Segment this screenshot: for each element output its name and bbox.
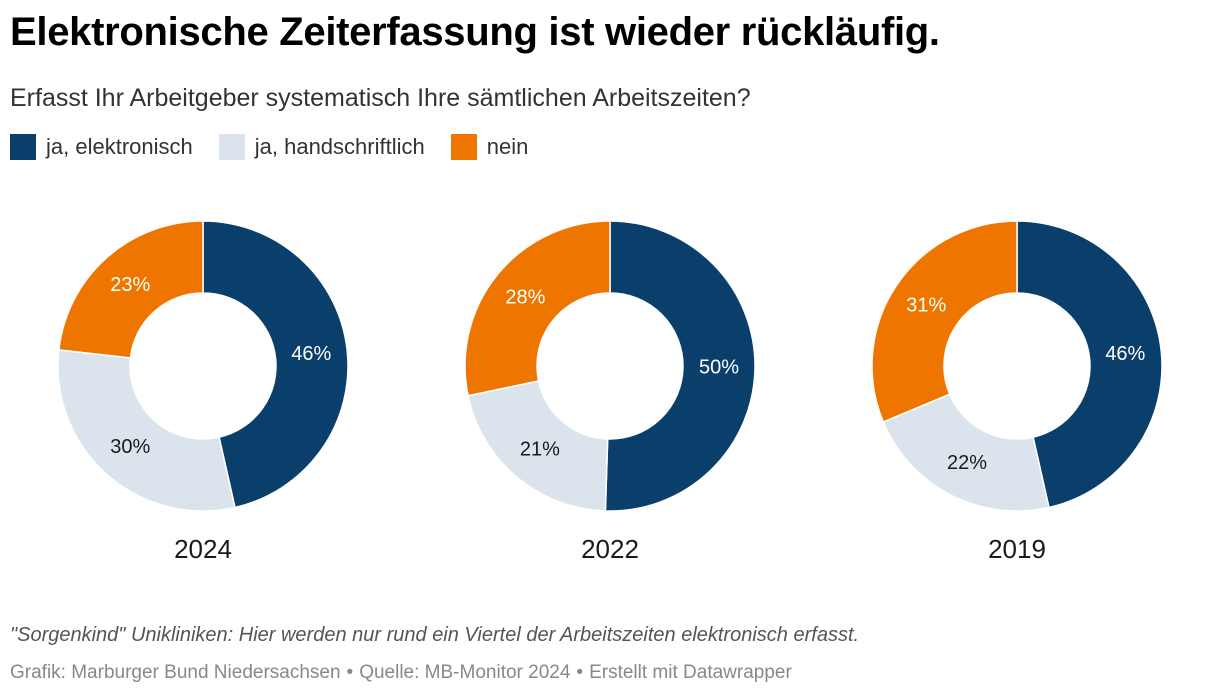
donut-2024-label-elektronisch: 46%: [291, 343, 331, 365]
donut-2024-label-handschriftlich: 30%: [110, 436, 150, 458]
footer-tool: Erstellt mit Datawrapper: [589, 662, 792, 683]
donut-2019-slice-nein: [871, 220, 1018, 424]
donut-2024-year-label: 2024: [174, 534, 232, 564]
legend-label-elektronisch: ja, elektronisch: [46, 134, 193, 159]
legend: ja, elektronisch ja, handschriftlich nei…: [10, 134, 554, 160]
donut-2024-label-nein: 23%: [110, 274, 150, 296]
donut-2019-year-label: 2019: [988, 534, 1046, 564]
donut-2019-slice-handschriftlich: [882, 393, 1050, 512]
chart-title: Elektronische Zeiterfassung ist wieder r…: [10, 10, 940, 54]
legend-swatch-handschriftlich: [218, 134, 245, 160]
donut-2022-slice-handschriftlich: [467, 380, 609, 512]
donut-2024-slice-elektronisch: [202, 220, 349, 509]
donut-2022-label-elektronisch: 50%: [699, 357, 739, 379]
legend-swatch-nein: [450, 134, 477, 160]
donut-2022-slice-nein: [464, 220, 611, 397]
legend-label-handschriftlich: ja, handschriftlich: [254, 134, 425, 159]
donut-2019-label-elektronisch: 46%: [1105, 343, 1145, 365]
donut-2022-slice-elektronisch: [604, 220, 756, 512]
donut-2022-label-handschriftlich: 21%: [520, 438, 560, 460]
footer-quelle: Quelle: MB-Monitor 2024: [359, 662, 571, 683]
chart-footer: Grafik: Marburger Bund Niedersachsen • Que…: [10, 662, 792, 684]
legend-item-handschriftlich: ja, handschriftlich: [218, 134, 425, 160]
donut-2019-slice-elektronisch: [1016, 220, 1163, 509]
legend-item-nein: nein: [450, 134, 529, 160]
donut-2024-slice-nein: [58, 220, 204, 359]
legend-label-nein: nein: [486, 134, 529, 159]
donut-2022-label-nein: 28%: [505, 286, 545, 308]
legend-item-elektronisch: ja, elektronisch: [10, 134, 193, 160]
footer-separator: •: [346, 662, 354, 683]
donut-2019-label-nein: 31%: [906, 295, 946, 317]
legend-swatch-elektronisch: [10, 134, 36, 160]
donut-2024-slice-handschriftlich: [57, 349, 236, 512]
donut-2019-label-handschriftlich: 22%: [947, 452, 987, 474]
footer-grafik: Grafik: Marburger Bund Niedersachsen: [10, 662, 341, 683]
footer-separator: •: [576, 662, 584, 683]
chart-note: "Sorgenkind" Unikliniken: Hier werden nu…: [10, 624, 860, 646]
donut-2022-year-label: 2022: [581, 534, 639, 564]
chart-subtitle: Erfasst Ihr Arbeitgeber systematisch Ihr…: [10, 84, 751, 112]
